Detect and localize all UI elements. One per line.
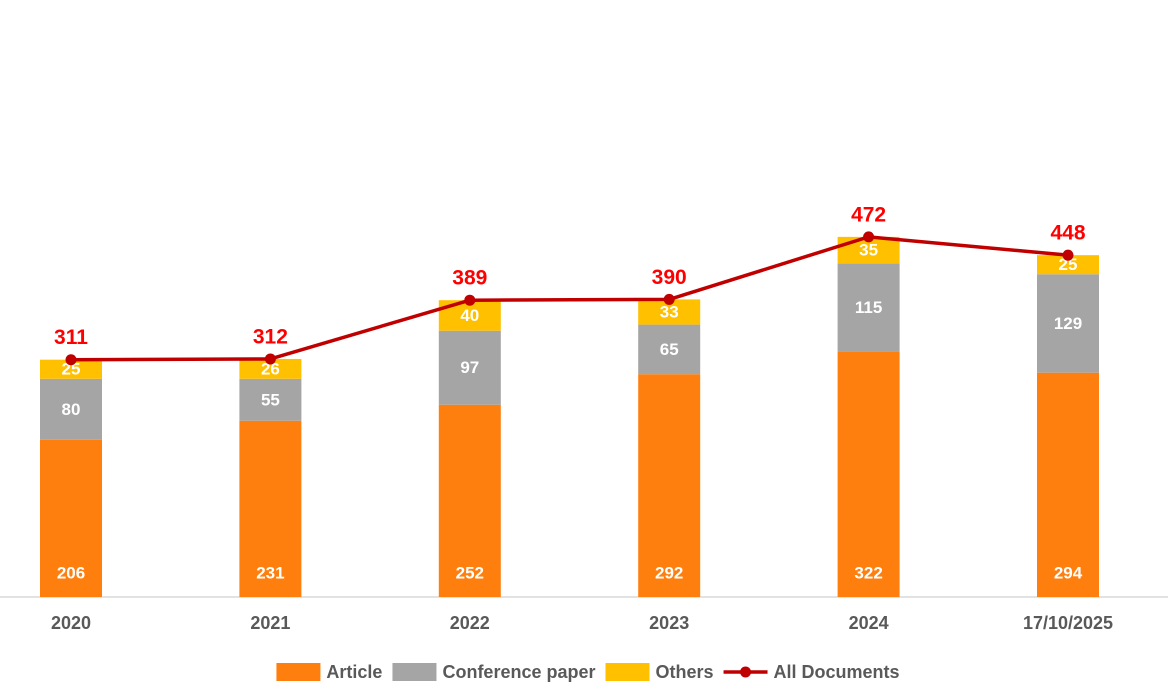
point-all-documents-2020	[65, 354, 77, 366]
legend-label-others: Others	[656, 662, 714, 682]
point-all-documents-2024	[863, 231, 875, 243]
data-label-article-2020: 206	[57, 564, 85, 583]
legend-label-conference-paper: Conference paper	[442, 662, 595, 682]
x-tick-label-2022: 2022	[450, 613, 490, 633]
bar-article-2020	[40, 439, 102, 597]
bar-conference-paper-17-10-2025	[1037, 274, 1099, 373]
bar-article-2021	[239, 420, 302, 597]
total-label-2021: 312	[253, 325, 288, 348]
bar-conference-paper-2022	[438, 330, 501, 405]
data-label-article-2022: 252	[456, 564, 484, 583]
x-tick-label-2021: 2021	[250, 613, 290, 633]
data-label-conference-paper-2023: 65	[660, 340, 679, 359]
x-tick-label-17-10-2025: 17/10/2025	[1023, 613, 1113, 633]
bar-article-2022	[438, 404, 501, 597]
bar-article-17-10-2025	[1037, 372, 1099, 597]
bar-conference-paper-2023	[638, 324, 701, 375]
bar-others-2020	[40, 359, 102, 379]
data-label-others-2021: 26	[261, 359, 280, 378]
x-tick-label-2024: 2024	[849, 613, 889, 633]
total-label-2022: 389	[452, 267, 487, 290]
data-label-article-2024: 322	[854, 564, 882, 583]
total-label-2023: 390	[652, 266, 687, 289]
bar-others-2021	[239, 358, 302, 379]
total-label-2024: 472	[851, 203, 886, 226]
data-label-others-2024: 35	[859, 241, 878, 260]
data-label-conference-paper-17-10-2025: 129	[1054, 314, 1082, 333]
data-label-article-2023: 292	[655, 564, 683, 583]
data-label-others-2020: 25	[62, 360, 81, 379]
data-label-conference-paper-2024: 115	[855, 298, 882, 317]
data-label-conference-paper-2021: 55	[261, 390, 280, 409]
bar-article-2023	[638, 374, 701, 597]
legend-label-all-documents: All Documents	[774, 662, 900, 682]
legend-swatch-conference-paper	[392, 663, 437, 681]
data-label-others-17-10-2025: 25	[1059, 255, 1078, 274]
legend: Article Conference paper Others All Documen…	[276, 662, 900, 682]
bar-conference-paper-2024	[837, 263, 900, 352]
bars-layer	[40, 236, 1099, 597]
total-line-layer: 311 312 389 390 472 448	[54, 203, 1086, 366]
line-all-documents	[70, 235, 1069, 362]
data-label-conference-paper-2022: 97	[460, 358, 479, 377]
data-label-others-2023: 33	[660, 303, 679, 322]
legend-label-article: Article	[326, 662, 382, 682]
data-label-others-2022: 40	[460, 306, 479, 325]
point-all-documents-2023	[663, 293, 675, 305]
data-label-conference-paper-2020: 80	[62, 400, 81, 419]
x-tick-label-2023: 2023	[649, 613, 689, 633]
bar-conference-paper-2020	[40, 378, 102, 440]
total-label-17-10-2025: 448	[1050, 222, 1085, 245]
point-all-documents-2022	[464, 294, 476, 306]
data-label-article-17-10-2025: 294	[1054, 564, 1083, 583]
legend-swatch-others	[605, 663, 650, 681]
legend-marker-all-documents	[740, 666, 752, 678]
point-all-documents-2021	[264, 353, 276, 365]
point-all-documents-17-10-2025	[1062, 249, 1074, 261]
total-label-2020: 311	[54, 326, 88, 349]
segment-labels-layer: 206 80 25 231 55 26 252 97 40 292 65 33 322 115 35 294 1…	[57, 241, 1083, 583]
legend-swatch-article	[276, 663, 321, 681]
data-label-article-2021: 231	[256, 564, 284, 583]
bar-article-2024	[837, 351, 900, 597]
x-tick-labels-layer: 2020 2021 2022 2023 2024 17/10/2025	[51, 613, 1113, 633]
bar-conference-paper-2021	[239, 378, 302, 421]
x-tick-label-2020: 2020	[51, 613, 91, 633]
bar-others-17-10-2025	[1037, 255, 1099, 275]
